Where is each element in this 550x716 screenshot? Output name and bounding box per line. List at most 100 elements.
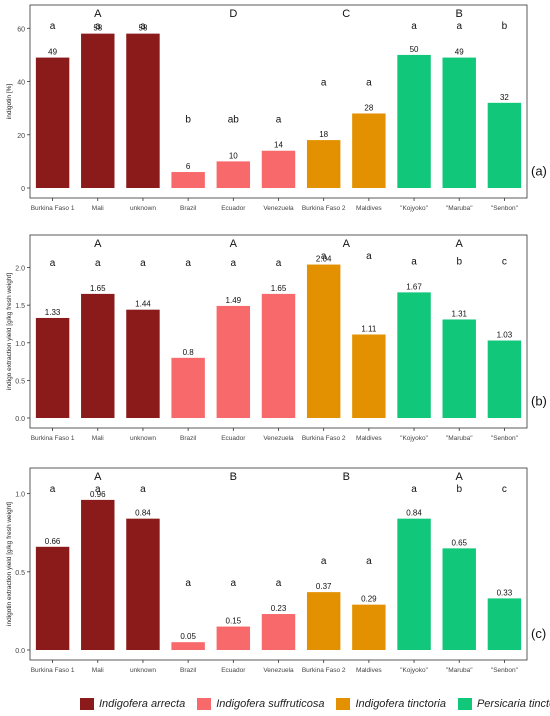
bar-value-label: 28 bbox=[364, 103, 373, 112]
within-group-letter: a bbox=[185, 578, 191, 589]
x-tick-label: "Kojyoko" bbox=[400, 205, 428, 212]
bar bbox=[171, 172, 205, 188]
bar bbox=[261, 150, 296, 188]
bar bbox=[442, 319, 476, 418]
bar-value-label: 0.66 bbox=[45, 537, 61, 546]
x-tick-label: Mali bbox=[92, 205, 104, 212]
y-tick-label: 0.5 bbox=[15, 378, 25, 385]
x-tick-label: "Maruba" bbox=[446, 435, 473, 442]
x-tick-label: Burkina Faso 2 bbox=[302, 435, 346, 442]
x-tick-label: Ecuador bbox=[221, 205, 246, 212]
x-tick-label: Venezuela bbox=[263, 435, 294, 442]
panel-label: (b) bbox=[531, 394, 547, 409]
within-group-letter: a bbox=[366, 77, 372, 88]
within-group-letter: a bbox=[50, 21, 56, 32]
x-tick-label: unknown bbox=[130, 667, 156, 674]
legend: Indigofera arrecta Indigofera suffrutico… bbox=[80, 692, 550, 716]
group-letter: C bbox=[342, 8, 350, 20]
within-group-letter: a bbox=[276, 115, 282, 126]
legend-item-persicaria-tinctoria: Persicaria tinctoria bbox=[457, 698, 550, 710]
bar bbox=[81, 33, 115, 188]
x-tick-label: Venezuela bbox=[263, 667, 294, 674]
bar bbox=[216, 626, 251, 650]
figure: 0 20 40 60 indigotin [%] 49 Burkina Faso 1 58 Ma… bbox=[6, 4, 547, 674]
within-group-letter: a bbox=[95, 484, 101, 495]
bar bbox=[487, 340, 522, 418]
legend-label: Persicaria tinctoria bbox=[476, 698, 550, 710]
bar bbox=[126, 309, 160, 418]
within-group-letter: c bbox=[502, 484, 507, 495]
bar bbox=[352, 113, 386, 188]
bar bbox=[216, 161, 251, 188]
within-group-letter: a bbox=[95, 258, 101, 269]
within-group-letter: b bbox=[185, 115, 191, 126]
group-letter: A bbox=[94, 8, 102, 20]
group-letter: D bbox=[229, 8, 237, 20]
bar-value-label: 6 bbox=[186, 162, 191, 171]
within-group-letter: a bbox=[321, 77, 327, 88]
x-tick-label: "Maruba" bbox=[446, 667, 473, 674]
bar bbox=[352, 334, 386, 418]
bar-value-label: 0.23 bbox=[271, 604, 287, 613]
x-tick-label: unknown bbox=[130, 435, 156, 442]
within-group-letter: a bbox=[321, 556, 327, 567]
group-letter: B bbox=[456, 8, 463, 20]
bar bbox=[442, 548, 476, 650]
within-group-letter: a bbox=[456, 21, 462, 32]
within-group-letter: ab bbox=[228, 115, 240, 126]
within-group-letter: a bbox=[276, 258, 282, 269]
y-tick-label: 40 bbox=[17, 80, 25, 87]
within-group-letter: a bbox=[95, 21, 101, 32]
within-group-letter: a bbox=[50, 258, 56, 269]
within-group-letter: a bbox=[366, 556, 372, 567]
legend-label: Indigofera tinctoria bbox=[355, 698, 446, 710]
within-group-letter: a bbox=[366, 251, 372, 262]
bar-value-label: 1.33 bbox=[45, 308, 61, 317]
bar bbox=[216, 305, 251, 418]
bar-value-label: 1.65 bbox=[271, 284, 287, 293]
legend-swatch-persicaria-tinctoria bbox=[457, 698, 472, 710]
bar-value-label: 49 bbox=[48, 48, 57, 57]
bar bbox=[306, 140, 341, 188]
x-tick-label: Ecuador bbox=[221, 667, 246, 674]
within-group-letter: b bbox=[456, 484, 462, 495]
x-tick-label: Brazil bbox=[180, 205, 197, 212]
bar-value-label: 49 bbox=[455, 48, 464, 57]
x-tick-label: Mali bbox=[92, 435, 104, 442]
x-tick-label: Burkina Faso 1 bbox=[31, 435, 75, 442]
bar bbox=[261, 293, 296, 418]
bar bbox=[35, 57, 70, 189]
y-tick-label: 1.0 bbox=[15, 492, 25, 499]
bar-value-label: 0.29 bbox=[361, 595, 377, 604]
x-tick-label: Burkina Faso 2 bbox=[302, 205, 346, 212]
bar bbox=[397, 54, 431, 188]
bar bbox=[442, 57, 476, 189]
group-letter: A bbox=[456, 238, 464, 250]
within-group-letter: a bbox=[411, 256, 417, 267]
x-tick-label: "Kojyoko" bbox=[400, 667, 428, 674]
y-tick-label: 60 bbox=[17, 26, 25, 33]
bar-value-label: 0.96 bbox=[90, 490, 106, 499]
bar-value-label: 58 bbox=[93, 24, 102, 33]
bar bbox=[171, 642, 205, 650]
legend-swatch-indigofera-suffruticosa bbox=[197, 698, 212, 710]
bar bbox=[81, 293, 115, 418]
bar-value-label: 0.05 bbox=[180, 632, 196, 641]
bar bbox=[35, 317, 70, 418]
within-group-letter: a bbox=[185, 258, 191, 269]
bar-value-label: 1.65 bbox=[90, 284, 106, 293]
bar-value-label: 0.37 bbox=[316, 582, 332, 591]
within-group-letter: b bbox=[502, 21, 508, 32]
group-letter: A bbox=[94, 238, 102, 250]
x-tick-label: "Senbon" bbox=[491, 435, 519, 442]
bar-value-label: 0.8 bbox=[183, 348, 195, 357]
bar bbox=[171, 357, 205, 418]
bar-value-label: 1.31 bbox=[451, 309, 467, 318]
within-group-letter: a bbox=[50, 484, 56, 495]
x-tick-label: Maldives bbox=[356, 205, 382, 212]
legend-item-indigofera-tinctoria: Indigofera tinctoria bbox=[336, 698, 446, 710]
y-tick-label: 0.5 bbox=[15, 570, 25, 577]
x-tick-label: Ecuador bbox=[221, 435, 246, 442]
panel-label: (c) bbox=[531, 626, 546, 641]
legend-item-indigofera-suffruticosa: Indigofera suffruticosa bbox=[197, 698, 324, 710]
